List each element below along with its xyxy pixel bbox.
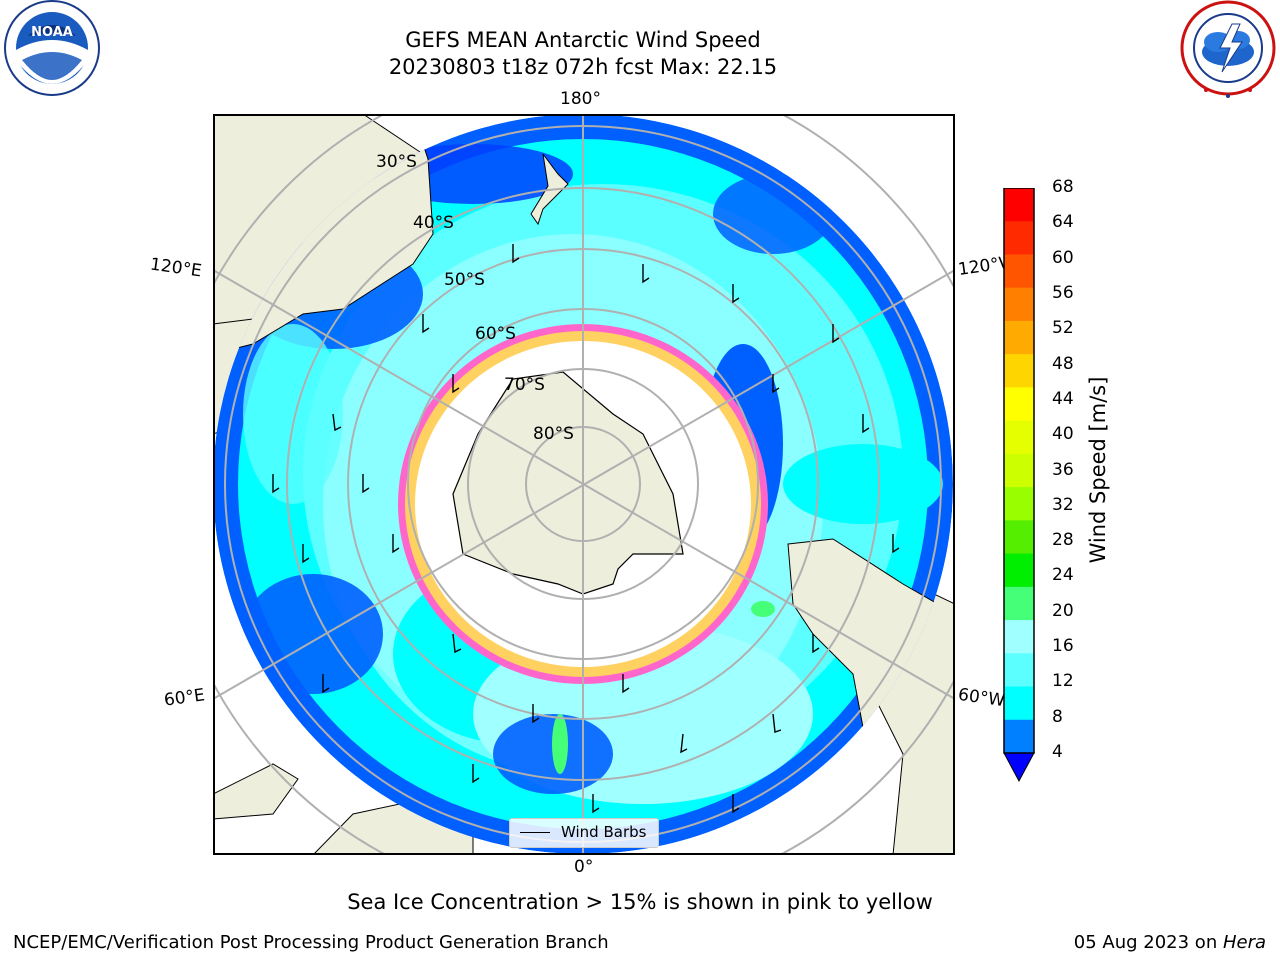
colorbar-tick-label: 20 — [1052, 600, 1074, 621]
colorbar-segment — [1004, 287, 1034, 322]
colorbar-segment — [1004, 653, 1034, 688]
colorbar-segment — [1004, 520, 1034, 555]
colorbar-segment — [1004, 221, 1034, 255]
footer-date: 05 Aug 2023 on Hera — [1073, 932, 1266, 953]
svg-text:NOAA: NOAA — [31, 25, 73, 40]
colorbar-tick-label: 52 — [1052, 318, 1074, 339]
map-legend: Wind Barbs — [509, 818, 659, 848]
antarctic-map — [213, 114, 955, 855]
colorbar-segment — [1004, 254, 1034, 289]
map-title: GEFS MEAN Antarctic Wind Speed — [405, 28, 761, 52]
lon-label-60e: 60°E — [162, 685, 207, 711]
legend-label: Wind Barbs — [561, 823, 647, 841]
antarctica-land — [452, 371, 684, 595]
colorbar-tick-label: 40 — [1052, 424, 1074, 445]
colorbar-segment — [1004, 354, 1034, 388]
colorbar-segment — [1004, 586, 1034, 621]
colorbar-segment — [1004, 387, 1034, 422]
wind-barbs — [272, 244, 900, 814]
lat-label-50s: 50°S — [444, 270, 485, 290]
colorbar-tick-label: 68 — [1052, 177, 1074, 197]
colorbar-tick-label: 36 — [1052, 459, 1074, 480]
lon-label-180: 180° — [560, 89, 601, 109]
colorbar-tick-label: 16 — [1052, 636, 1074, 657]
colorbar-segment — [1004, 620, 1034, 654]
colorbar-segment — [1004, 320, 1034, 355]
colorbar-segment — [1004, 453, 1034, 488]
noaa-logo: NOAA — [0, 0, 105, 109]
colorbar-segment — [1004, 420, 1034, 455]
lat-label-40s: 40°S — [413, 213, 454, 233]
colorbar-tick-label: 24 — [1052, 565, 1074, 586]
colorbar-tick-label: 64 — [1052, 212, 1074, 233]
colorbar — [1000, 187, 1040, 792]
lat-label-80s: 80°S — [533, 424, 574, 444]
colorbar-segment — [1004, 188, 1034, 222]
colorbar-tick-label: 48 — [1052, 353, 1074, 374]
colorbar-segment — [1004, 487, 1034, 521]
colorbar-tick-label: 44 — [1052, 388, 1074, 409]
caption: Sea Ice Concentration > 15% is shown in … — [347, 890, 933, 914]
nws-logo — [1176, 0, 1280, 104]
colorbar-tick-label: 32 — [1052, 494, 1074, 515]
lon-label-0: 0° — [574, 857, 594, 877]
colorbar-segment — [1004, 553, 1034, 588]
lat-label-30s: 30°S — [376, 152, 417, 172]
colorbar-tick-label: 28 — [1052, 530, 1074, 551]
colorbar-tick-label: 12 — [1052, 671, 1074, 692]
colorbar-tick-label: 8 — [1052, 706, 1063, 727]
colorbar-tick-label: 56 — [1052, 282, 1074, 303]
wind-barb-legend-line — [520, 832, 550, 833]
colorbar-tick-label: 60 — [1052, 247, 1074, 268]
map-subtitle: 20230803 t18z 072h fcst Max: 22.15 — [388, 55, 778, 79]
lat-label-70s: 70°S — [504, 375, 545, 395]
lon-label-60w: 60°W — [956, 684, 1007, 712]
colorbar-segment — [1004, 719, 1034, 754]
colorbar-tick-label: 4 — [1052, 742, 1063, 762]
lon-label-120e: 120°E — [148, 254, 203, 282]
footer-credit: NCEP/EMC/Verification Post Processing Pr… — [13, 932, 609, 953]
colorbar-segment — [1004, 686, 1034, 721]
lat-label-60s: 60°S — [475, 324, 516, 344]
